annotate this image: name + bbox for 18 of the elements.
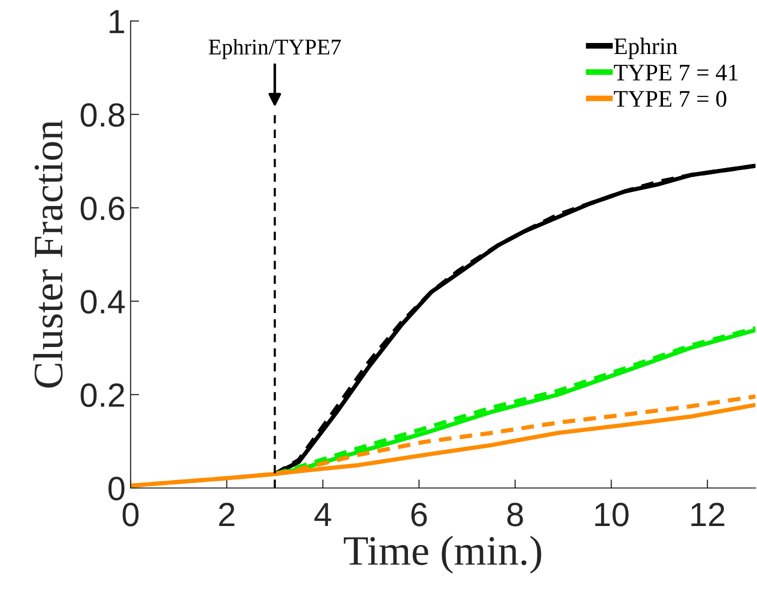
x-tick-label: 4 xyxy=(314,503,332,526)
x-tick-label: 12 xyxy=(691,502,724,526)
y-tick-label: 0.2 xyxy=(80,383,124,408)
x-tick-label: 10 xyxy=(595,502,629,526)
x-tick-label: 2 xyxy=(219,502,234,526)
y-tick-label: 0.6 xyxy=(80,196,124,220)
legend-label: Ephrin xyxy=(614,38,678,60)
x-axis-title: Time (min.) xyxy=(344,536,542,574)
legend-label: TYPE 7 = 41 xyxy=(614,64,738,80)
y-tick-label: 1 xyxy=(110,10,124,34)
y-tick-label: 0.4 xyxy=(80,290,125,314)
y-tick-label: 0 xyxy=(108,476,124,500)
x-tick-label: 6 xyxy=(411,502,427,526)
y-tick-label: 0.8 xyxy=(80,103,124,127)
x-tick-label: 8 xyxy=(507,502,523,526)
legend-label: TYPE 7 = 0 xyxy=(614,90,726,107)
annotation: Ephrin/TYPE7 xyxy=(208,38,341,60)
y-axis-title: Cluster Fraction xyxy=(33,120,63,388)
